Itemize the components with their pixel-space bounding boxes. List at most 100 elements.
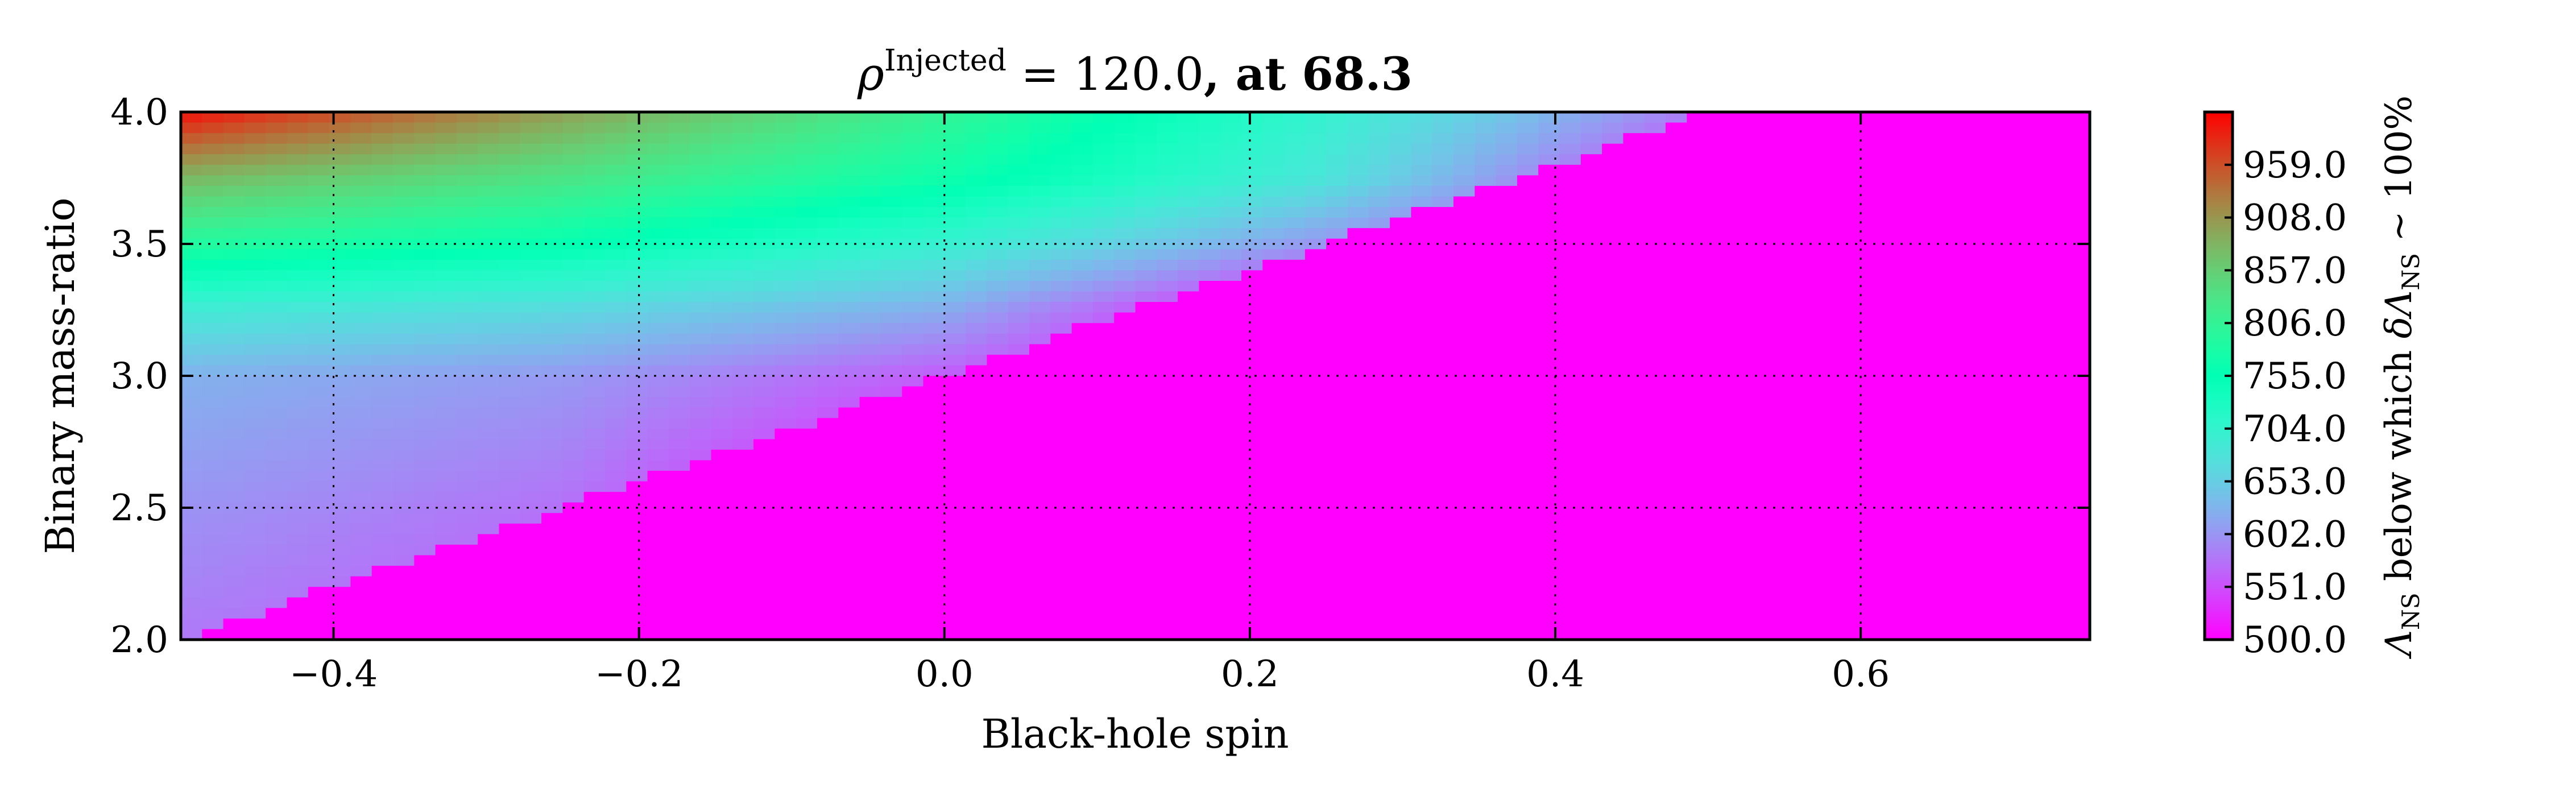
- heatmap-cell: [1538, 164, 1560, 176]
- heatmap-cell: [1559, 291, 1581, 302]
- heatmap-cell: [1729, 196, 1751, 208]
- heatmap-cell: [775, 428, 797, 440]
- heatmap-cell: [1008, 449, 1030, 461]
- heatmap-cell: [1262, 259, 1285, 271]
- heatmap-cell: [817, 523, 839, 535]
- heatmap-cell: [1008, 566, 1030, 577]
- heatmap-cell: [1602, 566, 1624, 577]
- heatmap-cell: [944, 280, 966, 292]
- heatmap-cell: [2068, 164, 2090, 176]
- heatmap-cell: [2068, 280, 2090, 292]
- heatmap-cell: [1347, 354, 1369, 366]
- heatmap-cell: [1856, 397, 1878, 408]
- heatmap-cell: [1496, 143, 1518, 155]
- heatmap-cell: [371, 618, 394, 630]
- heatmap-cell: [902, 534, 924, 545]
- heatmap-cell: [562, 112, 585, 123]
- heatmap-cell: [1156, 597, 1178, 609]
- heatmap-cell: [2005, 460, 2027, 471]
- heatmap-cell: [1792, 291, 1815, 302]
- heatmap-cell: [1199, 555, 1221, 566]
- heatmap-cell: [1920, 576, 1942, 587]
- heatmap-cell: [499, 576, 521, 587]
- heatmap-cell: [1666, 154, 1688, 165]
- cbar-tilde: ~ 100%: [2378, 96, 2420, 253]
- heatmap-cell: [1962, 259, 1985, 271]
- heatmap-cell: [902, 259, 924, 271]
- heatmap-cell: [1008, 523, 1030, 535]
- heatmap-cell: [266, 407, 288, 419]
- heatmap-cell: [1283, 407, 1306, 419]
- heatmap-cell: [1304, 185, 1327, 197]
- heatmap-cell: [456, 597, 478, 609]
- heatmap-cell: [1029, 481, 1051, 492]
- heatmap-cell: [499, 143, 521, 155]
- heatmap-cell: [244, 555, 266, 566]
- heatmap-cell: [1453, 492, 1476, 503]
- heatmap-cell: [1517, 544, 1539, 556]
- heatmap-cell: [1538, 471, 1560, 482]
- heatmap-cell: [1623, 555, 1645, 566]
- heatmap-cell: [1156, 439, 1178, 450]
- heatmap-cell: [393, 175, 415, 186]
- heatmap-cell: [478, 302, 500, 313]
- heatmap-cell: [1241, 587, 1264, 598]
- heatmap-cell: [1962, 365, 1985, 376]
- heatmap-cell: [1496, 270, 1518, 281]
- heatmap-cell: [1580, 354, 1602, 366]
- heatmap-cell: [1899, 428, 1921, 440]
- heatmap-cell: [456, 407, 478, 419]
- heatmap-cell: [668, 428, 690, 440]
- heatmap-cell: [1814, 196, 1836, 208]
- heatmap-cell: [1008, 270, 1030, 281]
- heatmap-cell: [626, 555, 648, 566]
- heatmap-cell: [1029, 428, 1051, 440]
- heatmap-cell: [966, 608, 988, 619]
- heatmap-cell: [1835, 492, 1857, 503]
- heatmap-cell: [1771, 481, 1794, 492]
- heatmap-cell: [202, 133, 224, 144]
- heatmap-cell: [1092, 449, 1115, 461]
- heatmap-cell: [923, 439, 945, 450]
- heatmap-cell: [1708, 112, 1730, 123]
- heatmap-cell: [2005, 407, 2027, 419]
- heatmap-cell: [1071, 280, 1094, 292]
- heatmap-cell: [1517, 407, 1539, 419]
- heatmap-cell: [1178, 323, 1200, 334]
- heatmap-cell: [1326, 587, 1348, 598]
- heatmap-cell: [1071, 333, 1094, 345]
- heatmap-cell: [202, 618, 224, 630]
- heatmap-cell: [711, 618, 733, 630]
- heatmap-cell: [583, 428, 606, 440]
- heatmap-cell: [1729, 249, 1751, 260]
- heatmap-cell: [1220, 323, 1242, 334]
- heatmap-cell: [1580, 492, 1602, 503]
- heatmap-cell: [1962, 112, 1985, 123]
- heatmap-cell: [1559, 323, 1581, 334]
- heatmap-cell: [626, 492, 648, 503]
- heatmap-cell: [1496, 175, 1518, 186]
- heatmap-cell: [1899, 228, 1921, 239]
- heatmap-cell: [1771, 228, 1794, 239]
- heatmap-cell: [499, 534, 521, 545]
- heatmap-cell: [1602, 217, 1624, 229]
- heatmap-cell: [626, 312, 648, 324]
- heatmap-cell: [1687, 280, 1709, 292]
- heatmap-cell: [435, 544, 457, 556]
- heatmap-cell: [605, 344, 627, 355]
- heatmap-cell: [1368, 555, 1390, 566]
- heatmap-cell: [1475, 449, 1497, 461]
- heatmap-cell: [859, 238, 881, 250]
- heatmap-cell: [1496, 481, 1518, 492]
- heatmap-cell: [1878, 365, 1900, 376]
- heatmap-cell: [753, 122, 776, 134]
- heatmap-cell: [1580, 587, 1602, 598]
- heatmap-cell: [1029, 259, 1051, 271]
- heatmap-cell: [796, 439, 818, 450]
- heatmap-cell: [944, 513, 966, 524]
- heatmap-cell: [732, 471, 754, 482]
- heatmap-cell: [1304, 323, 1327, 334]
- heatmap-cell: [1708, 608, 1730, 619]
- heatmap-cell: [923, 449, 945, 461]
- heatmap-cell: [1411, 249, 1433, 260]
